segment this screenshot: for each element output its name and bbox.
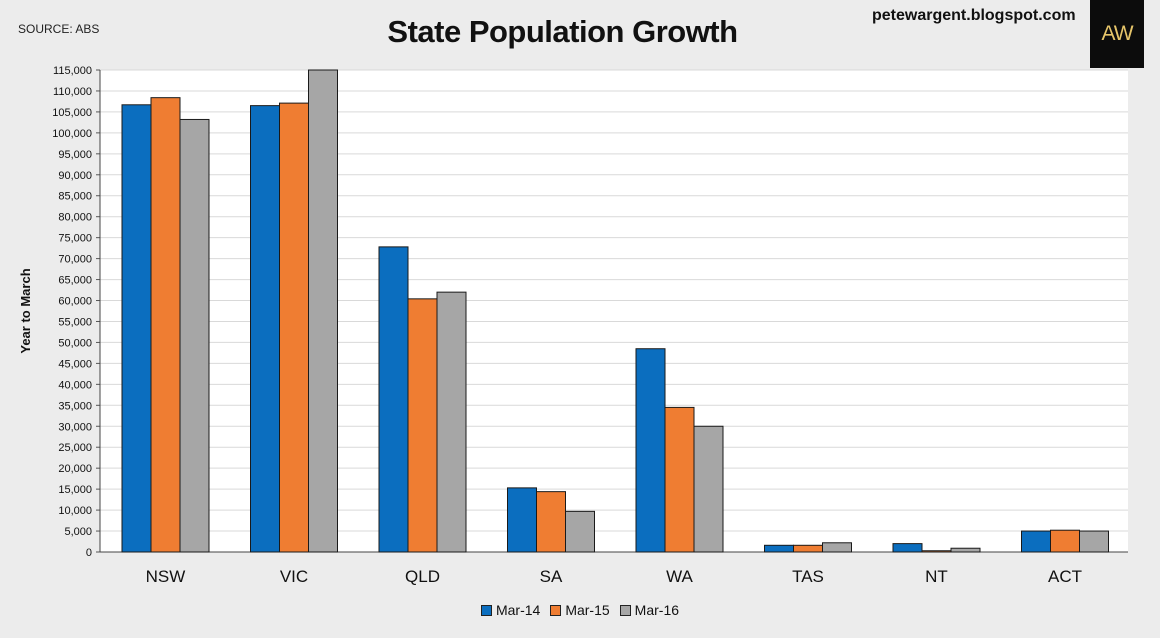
source-note: SOURCE: ABS [18, 22, 100, 36]
blog-url: petewargent.blogspot.com [872, 7, 1076, 24]
y-tick-label: 110,000 [53, 86, 92, 98]
y-tick-label: 35,000 [58, 400, 92, 412]
legend-swatch [619, 604, 631, 616]
aw-logo: AW [1090, 0, 1144, 68]
chart-legend: Mar-14 Mar-15 Mar-16 [0, 602, 1160, 618]
bar-sa-mar-14 [507, 487, 537, 553]
y-tick-label: 20,000 [58, 463, 92, 475]
legend-item: Mar-14 [480, 602, 541, 618]
bar-nsw-mar-16 [179, 118, 210, 553]
legend-label: Mar-16 [634, 602, 680, 618]
y-tick-label: 55,000 [58, 316, 92, 328]
bar-act-mar-15 [1050, 529, 1080, 553]
y-tick-label: 0 [86, 547, 92, 559]
bar-wa-mar-14 [635, 348, 666, 553]
y-tick-label: 105,000 [52, 107, 92, 119]
y-axis-label: Year to March [18, 268, 33, 353]
y-tick-label: 45,000 [58, 358, 92, 370]
legend-item: Mar-15 [550, 602, 610, 618]
x-tick-label: TAS [792, 567, 824, 586]
y-tick-label: 95,000 [58, 149, 92, 161]
bar-tas-mar-15 [793, 544, 823, 553]
bar-nsw-mar-15 [150, 97, 181, 553]
legend-label: Mar-14 [495, 602, 541, 618]
y-tick-label: 70,000 [58, 254, 92, 266]
bar-vic-mar-15 [279, 102, 309, 553]
x-tick-label: VIC [280, 567, 308, 586]
bar-nt-mar-15 [921, 550, 952, 553]
y-tick-label: 75,000 [58, 233, 92, 245]
legend-item: Mar-16 [619, 602, 680, 618]
bar-nsw-mar-14 [121, 104, 152, 553]
bar-qld-mar-15 [407, 298, 438, 553]
y-tick-label: 85,000 [58, 191, 92, 203]
y-tick-label: 50,000 [58, 337, 92, 349]
bar-chart: 0 5,000 10,000 15,000 20,000 25,000 30,000 35,0… [18, 65, 1128, 586]
legend-swatch [480, 604, 492, 616]
legend-label: Mar-15 [565, 602, 610, 618]
logo-text: AW [1101, 22, 1133, 45]
bar-sa-mar-15 [536, 491, 566, 553]
bar-tas-mar-14 [764, 544, 794, 553]
bar-nt-mar-16 [950, 547, 981, 553]
bar-wa-mar-15 [664, 406, 695, 553]
y-tick-label: 10,000 [58, 505, 92, 517]
bar-act-mar-16 [1079, 530, 1109, 553]
y-tick-label: 115,000 [53, 65, 92, 77]
y-tick-label: 65,000 [58, 275, 92, 287]
y-tick-label: 25,000 [58, 442, 92, 454]
y-tick-label: 90,000 [58, 170, 92, 182]
bar-vic-mar-16 [308, 69, 338, 553]
x-tick-label: ACT [1048, 567, 1082, 586]
y-tick-label: 15,000 [58, 484, 92, 496]
x-tick-label: WA [666, 567, 693, 586]
x-tick-label: NT [925, 567, 948, 586]
x-tick-label: NSW [146, 567, 186, 586]
bar-qld-mar-16 [436, 291, 467, 553]
bar-wa-mar-16 [693, 425, 724, 553]
x-tick-label: SA [540, 567, 563, 586]
legend-swatch [550, 604, 562, 616]
bar-qld-mar-14 [378, 246, 409, 553]
bar-act-mar-14 [1021, 530, 1051, 553]
y-tick-label: 100,000 [52, 128, 92, 140]
x-tick-label: QLD [405, 567, 440, 586]
y-tick-label: 80,000 [58, 212, 92, 224]
bar-nt-mar-14 [892, 543, 923, 553]
y-tick-label: 60,000 [58, 296, 92, 308]
y-tick-label: 40,000 [58, 379, 92, 391]
bar-tas-mar-16 [822, 542, 852, 553]
chart-title: State Population Growth [387, 14, 738, 49]
y-tick-label: 30,000 [58, 421, 92, 433]
bar-vic-mar-14 [250, 105, 280, 553]
y-tick-label: 5,000 [64, 526, 92, 538]
bar-sa-mar-16 [565, 510, 595, 553]
